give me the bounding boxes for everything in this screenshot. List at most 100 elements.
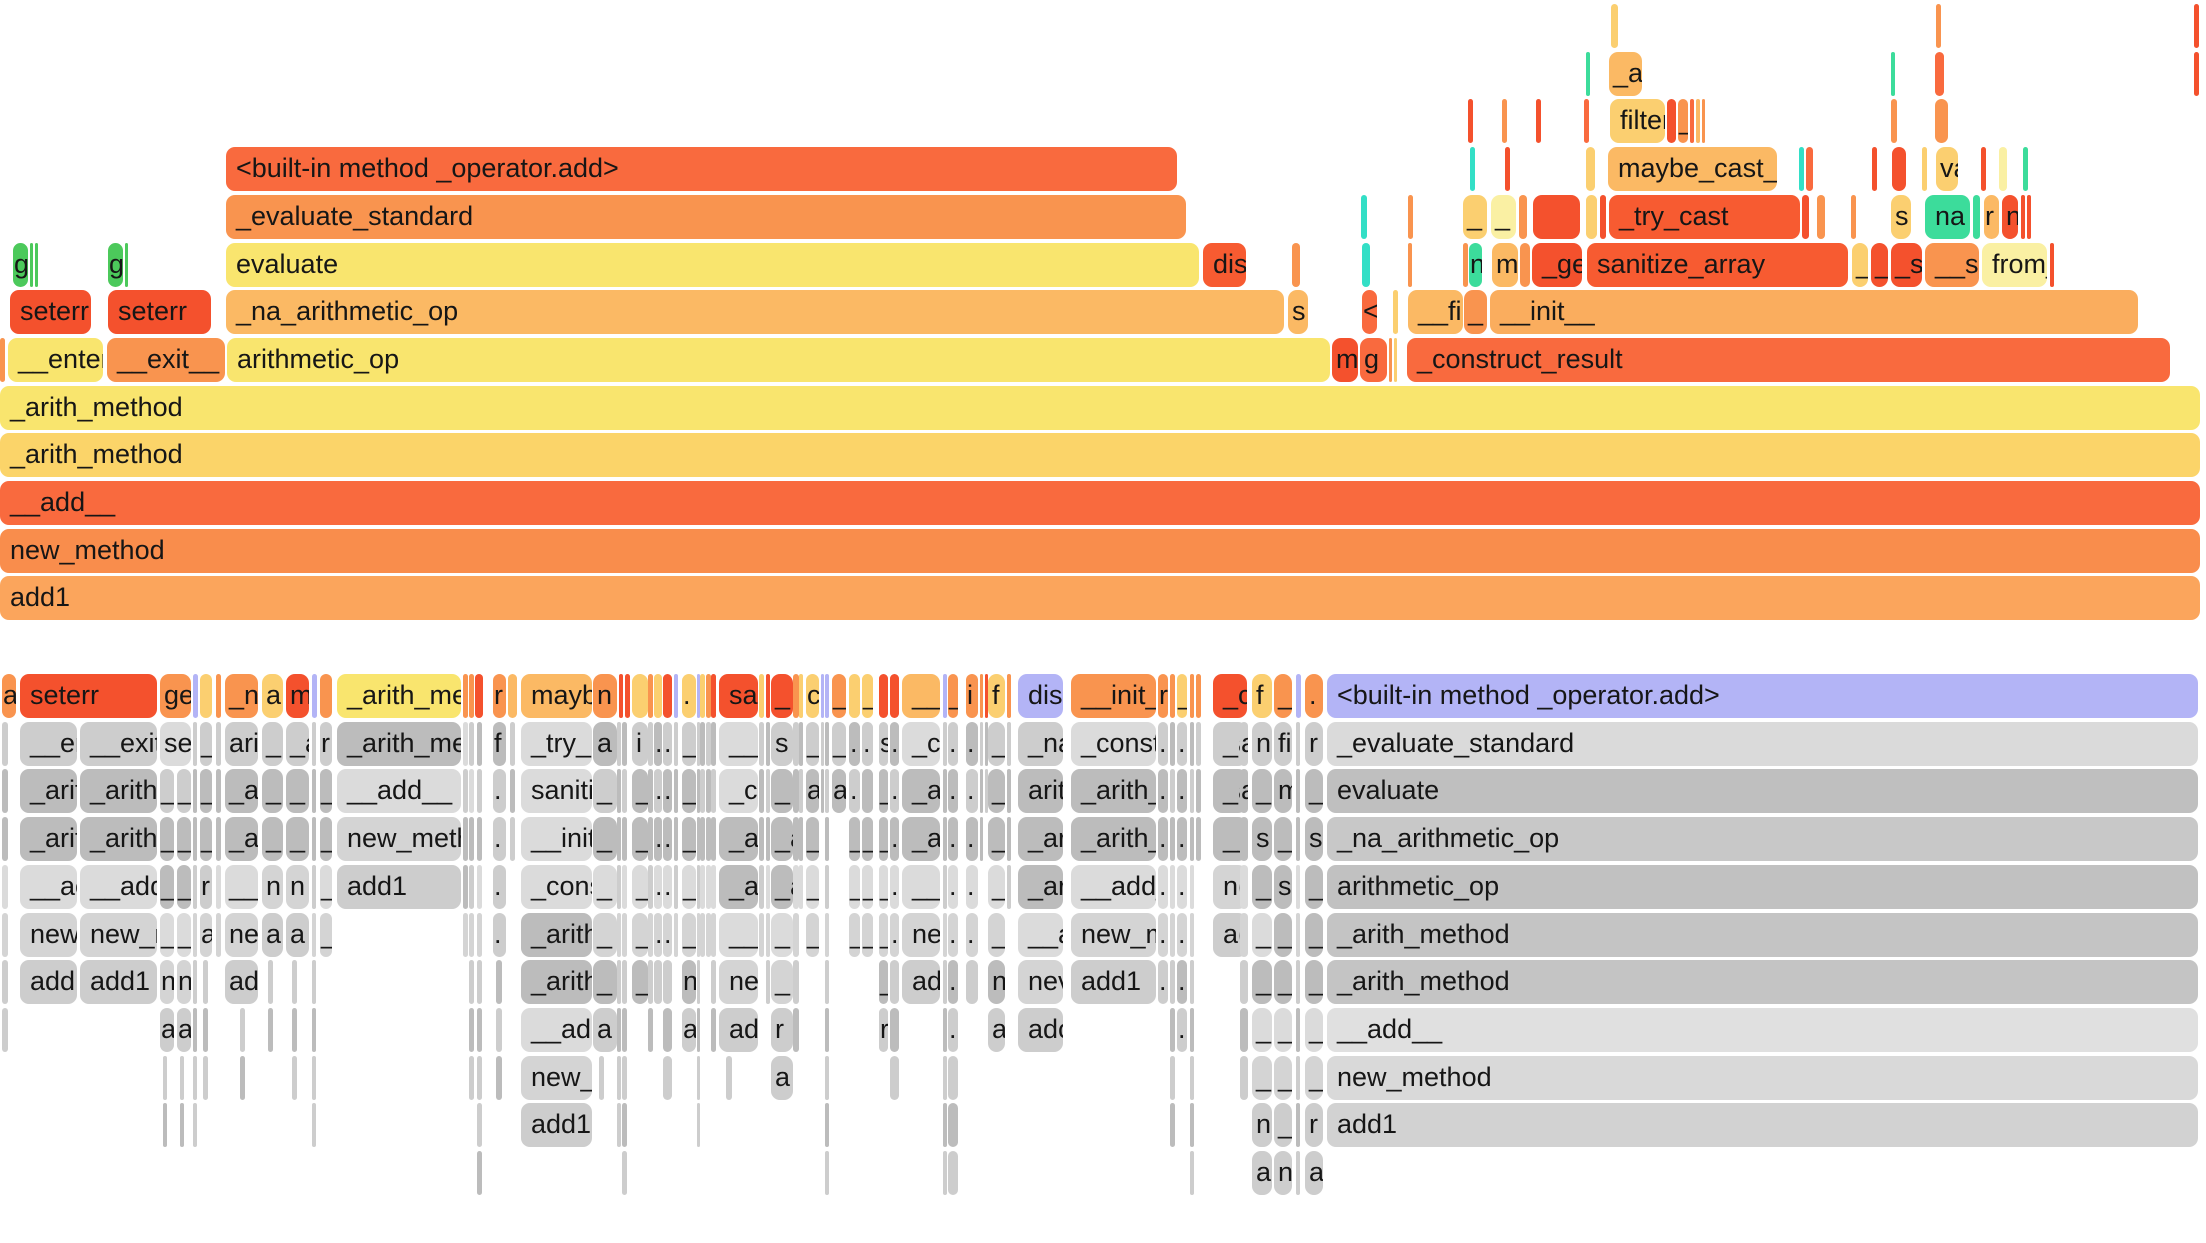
flame-frame[interactable] xyxy=(697,1103,700,1147)
flame-frame[interactable] xyxy=(943,1103,947,1147)
flame-frame[interactable] xyxy=(477,865,482,909)
flame-frame[interactable] xyxy=(697,722,700,766)
flame-frame[interactable] xyxy=(825,913,829,957)
flame-frame[interactable]: n xyxy=(2002,195,2018,239)
flame-frame[interactable] xyxy=(943,769,947,813)
flame-frame[interactable] xyxy=(759,817,764,861)
flame-frame[interactable]: f xyxy=(493,722,506,766)
flame-frame[interactable]: _ xyxy=(632,769,648,813)
flame-frame[interactable] xyxy=(1007,817,1011,861)
flame-frame[interactable] xyxy=(622,865,627,909)
flame-frame[interactable]: __ xyxy=(225,865,258,909)
flame-frame[interactable]: _ xyxy=(879,960,888,1004)
flame-frame[interactable]: _arith_me xyxy=(337,722,461,766)
flame-frame[interactable]: sa xyxy=(719,674,758,718)
flame-frame[interactable] xyxy=(1463,243,1468,287)
flame-frame[interactable] xyxy=(663,674,672,718)
flame-frame[interactable] xyxy=(193,1056,197,1100)
flame-frame[interactable] xyxy=(193,722,197,766)
flame-frame[interactable]: _ xyxy=(1274,1056,1292,1100)
flame-frame[interactable] xyxy=(1584,99,1589,143)
flame-frame[interactable]: . xyxy=(663,722,672,766)
flame-frame[interactable] xyxy=(1296,1151,1300,1195)
flame-frame[interactable] xyxy=(1981,147,1986,191)
flame-frame[interactable]: disp xyxy=(1018,674,1063,718)
flame-frame[interactable] xyxy=(1806,147,1813,191)
flame-frame[interactable]: a xyxy=(160,1008,174,1052)
flame-frame[interactable]: . xyxy=(948,913,958,957)
flame-frame[interactable] xyxy=(1361,195,1367,239)
flame-frame[interactable] xyxy=(1190,674,1194,718)
flame-frame[interactable] xyxy=(793,769,799,813)
flame-frame[interactable]: _ xyxy=(632,913,648,957)
flame-frame[interactable] xyxy=(2,960,8,1004)
flame-frame[interactable] xyxy=(292,960,297,1004)
flame-frame[interactable]: . xyxy=(1158,865,1168,909)
flame-frame[interactable] xyxy=(648,674,653,718)
flame-frame[interactable] xyxy=(477,913,482,957)
flame-frame[interactable]: _arith_ xyxy=(80,817,157,861)
flame-frame[interactable]: _ xyxy=(200,817,212,861)
flame-frame[interactable]: _ xyxy=(1252,865,1272,909)
flame-frame[interactable] xyxy=(766,913,770,957)
flame-frame[interactable] xyxy=(648,865,653,909)
flame-frame[interactable] xyxy=(1170,1008,1175,1052)
flame-frame[interactable] xyxy=(1891,52,1895,96)
flame-frame[interactable]: a xyxy=(2,674,16,718)
flame-frame[interactable] xyxy=(890,1008,899,1052)
flame-frame[interactable] xyxy=(1296,1103,1300,1147)
flame-frame[interactable]: __adc xyxy=(521,1008,592,1052)
flame-frame[interactable]: _ xyxy=(849,817,860,861)
flame-frame[interactable] xyxy=(825,1103,829,1147)
flame-frame[interactable]: a xyxy=(988,1008,1005,1052)
flame-frame[interactable] xyxy=(477,1056,482,1100)
flame-frame[interactable]: g xyxy=(108,243,123,287)
flame-frame[interactable] xyxy=(825,1008,829,1052)
flame-frame[interactable] xyxy=(985,722,988,766)
flame-frame[interactable] xyxy=(697,674,700,718)
flame-frame[interactable] xyxy=(180,1056,184,1100)
flame-frame[interactable]: . xyxy=(1177,960,1187,1004)
flame-frame[interactable]: __ xyxy=(719,913,758,957)
flame-frame[interactable]: _ xyxy=(862,674,873,718)
flame-frame[interactable]: r xyxy=(1984,195,1999,239)
flame-frame[interactable]: i xyxy=(632,722,648,766)
flame-frame[interactable] xyxy=(622,1056,627,1100)
flame-frame[interactable]: _na_arithmetic_op xyxy=(226,290,1284,334)
flame-frame[interactable]: _ xyxy=(988,769,1005,813)
flame-frame[interactable] xyxy=(35,243,38,287)
flame-frame[interactable] xyxy=(292,1008,297,1052)
flame-frame[interactable]: nev xyxy=(1018,960,1063,1004)
flame-frame[interactable] xyxy=(2,722,8,766)
flame-frame[interactable] xyxy=(890,1056,899,1100)
flame-frame[interactable]: _ xyxy=(682,913,696,957)
flame-frame[interactable] xyxy=(240,1056,245,1100)
flame-frame[interactable] xyxy=(163,1056,167,1100)
flame-frame[interactable] xyxy=(622,1103,627,1147)
flame-frame[interactable]: add1 xyxy=(80,960,157,1004)
flame-frame[interactable] xyxy=(1611,4,1618,48)
flame-frame[interactable] xyxy=(1696,99,1700,143)
flame-frame[interactable]: _a xyxy=(225,769,258,813)
flame-frame[interactable]: _a xyxy=(225,817,258,861)
flame-frame[interactable]: . xyxy=(890,817,899,861)
flame-frame[interactable]: _c( xyxy=(902,722,940,766)
flame-frame[interactable] xyxy=(463,913,468,957)
flame-frame[interactable]: n xyxy=(988,960,1005,1004)
flame-frame[interactable]: _ar xyxy=(1018,817,1063,861)
flame-frame[interactable] xyxy=(985,769,988,813)
flame-frame[interactable]: __add__ xyxy=(1327,1008,2198,1052)
flame-frame[interactable]: _ xyxy=(320,817,332,861)
flame-frame[interactable] xyxy=(1690,99,1694,143)
flame-frame[interactable] xyxy=(622,1151,627,1195)
flame-frame[interactable] xyxy=(2194,4,2199,48)
flame-frame[interactable]: . xyxy=(966,865,978,909)
flame-frame[interactable]: . xyxy=(1158,817,1168,861)
flame-frame[interactable] xyxy=(193,1103,197,1147)
flame-frame[interactable]: _ xyxy=(593,865,617,909)
flame-frame[interactable]: seterr xyxy=(108,290,211,334)
flame-frame[interactable]: r xyxy=(1158,674,1168,718)
flame-frame[interactable] xyxy=(825,865,829,909)
flame-frame[interactable] xyxy=(632,674,648,718)
flame-frame[interactable] xyxy=(622,817,627,861)
